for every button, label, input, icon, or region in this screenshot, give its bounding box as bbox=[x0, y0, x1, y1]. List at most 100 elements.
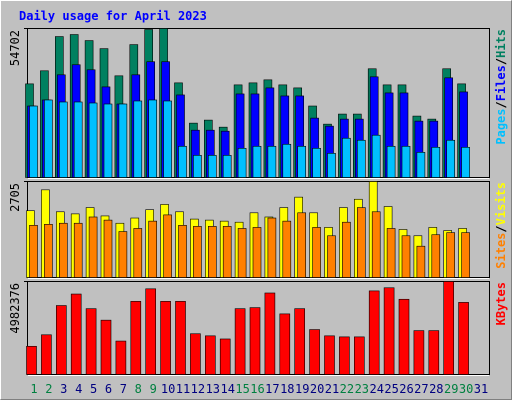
x-tick-label: 29 bbox=[444, 382, 458, 396]
bar bbox=[88, 102, 98, 178]
bar bbox=[148, 99, 157, 178]
x-tick-label: 20 bbox=[310, 382, 324, 396]
legend: Sites/Visits bbox=[494, 182, 508, 269]
bar bbox=[44, 99, 53, 178]
bar bbox=[252, 227, 262, 278]
bar bbox=[178, 225, 187, 278]
bar bbox=[70, 293, 82, 375]
bar bbox=[118, 231, 128, 278]
bar bbox=[58, 222, 68, 278]
legend-separator: / bbox=[494, 225, 508, 232]
bar bbox=[356, 207, 366, 278]
bar bbox=[371, 134, 381, 178]
bar bbox=[208, 155, 217, 178]
bar bbox=[193, 226, 202, 278]
x-tick-label: 26 bbox=[399, 382, 413, 396]
bar bbox=[205, 335, 216, 375]
bar bbox=[26, 345, 37, 375]
bar bbox=[386, 145, 396, 178]
chart-title: Daily usage for April 2023 bbox=[19, 9, 207, 23]
bar bbox=[58, 101, 68, 178]
x-tick-label: 9 bbox=[150, 382, 157, 396]
y-tick-label: 4982376 bbox=[8, 283, 22, 334]
bar bbox=[416, 152, 426, 178]
bar bbox=[29, 105, 38, 178]
bar bbox=[73, 101, 83, 178]
bar bbox=[175, 301, 186, 375]
bar bbox=[115, 340, 127, 375]
x-tick-label: 5 bbox=[90, 382, 97, 396]
bar bbox=[458, 302, 469, 375]
bar bbox=[342, 137, 351, 178]
bar bbox=[368, 290, 380, 375]
x-tick-label: 25 bbox=[384, 382, 398, 396]
bar bbox=[282, 143, 292, 178]
bar bbox=[160, 301, 171, 375]
bar bbox=[73, 222, 83, 278]
bar bbox=[190, 333, 201, 375]
x-tick-label: 27 bbox=[414, 382, 428, 396]
bar bbox=[353, 336, 365, 375]
bar bbox=[312, 227, 321, 278]
bar bbox=[41, 334, 52, 375]
bar bbox=[103, 103, 113, 178]
x-tick-label: 24 bbox=[369, 382, 383, 396]
legend-entry: Sites bbox=[494, 233, 508, 269]
bar bbox=[264, 292, 276, 375]
bar bbox=[461, 232, 470, 278]
y-tick-label: 54702 bbox=[8, 30, 22, 66]
x-tick-label: 31 bbox=[474, 382, 488, 396]
x-tick-label: 4 bbox=[75, 382, 82, 396]
bar bbox=[133, 228, 143, 278]
x-tick-label: 21 bbox=[325, 382, 339, 396]
bar bbox=[297, 212, 307, 278]
bar bbox=[327, 235, 336, 278]
bar bbox=[342, 221, 351, 278]
x-tick-label: 13 bbox=[206, 382, 220, 396]
x-tick-label: 16 bbox=[250, 382, 264, 396]
legend-entry: Files bbox=[494, 65, 508, 101]
x-tick-label: 22 bbox=[340, 382, 354, 396]
x-tick-label: 28 bbox=[429, 382, 443, 396]
legend-entry: Pages bbox=[494, 109, 508, 145]
x-tick-label: 12 bbox=[191, 382, 205, 396]
bar bbox=[339, 336, 350, 375]
bar bbox=[103, 219, 113, 278]
bar bbox=[443, 281, 455, 375]
bar bbox=[446, 232, 456, 278]
bar bbox=[416, 245, 426, 278]
bar bbox=[237, 148, 247, 178]
bar bbox=[312, 148, 321, 178]
bar bbox=[383, 287, 395, 375]
bar bbox=[267, 145, 277, 178]
bar bbox=[208, 226, 217, 278]
bar bbox=[178, 145, 187, 178]
x-tick-label: 30 bbox=[459, 382, 473, 396]
bar bbox=[297, 145, 307, 178]
bar bbox=[431, 146, 441, 178]
bar bbox=[222, 155, 232, 178]
bar bbox=[431, 234, 441, 278]
bar bbox=[29, 225, 38, 278]
bar bbox=[100, 319, 112, 375]
x-tick-label: 15 bbox=[235, 382, 249, 396]
x-tick-label: 6 bbox=[105, 382, 112, 396]
bar bbox=[193, 155, 202, 178]
bar bbox=[130, 301, 142, 375]
bar bbox=[401, 235, 411, 278]
bar bbox=[234, 308, 246, 375]
bar bbox=[145, 288, 156, 375]
x-tick-label: 3 bbox=[60, 382, 67, 396]
legend: Pages/Files/Hits bbox=[494, 29, 508, 145]
x-tick-label: 18 bbox=[280, 382, 294, 396]
bar bbox=[148, 220, 157, 278]
bar bbox=[327, 153, 336, 178]
bar bbox=[237, 228, 247, 278]
x-tick-label: 10 bbox=[161, 382, 175, 396]
x-tick-label: 2 bbox=[45, 382, 52, 396]
bar bbox=[401, 145, 411, 178]
bar bbox=[133, 100, 143, 178]
legend-entry: Hits bbox=[494, 29, 508, 58]
bar bbox=[252, 145, 262, 178]
